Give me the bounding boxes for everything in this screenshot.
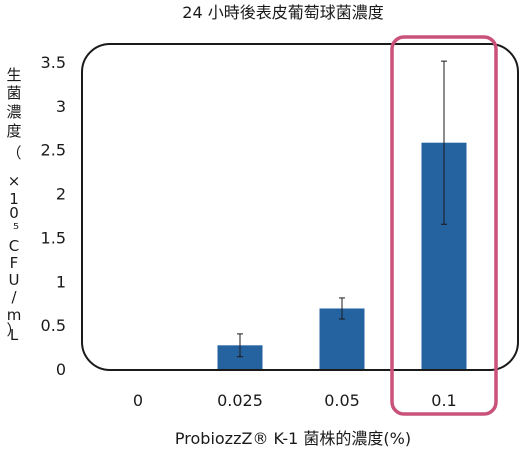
y-axis-label-char: 菌	[6, 84, 21, 102]
y-tick-label: 1.5	[41, 228, 66, 247]
y-axis-label-char: 1	[9, 190, 19, 208]
x-tick-label: 0	[133, 391, 143, 410]
bars	[217, 60, 467, 369]
y-axis-label-char: U	[9, 271, 20, 289]
y-tick-label: 1	[56, 272, 66, 291]
y-tick-label: 2	[56, 185, 66, 204]
x-axis-label: ProbiozzZ® K-1 菌株的濃度(%)	[175, 429, 411, 448]
y-axis-label-char: 0	[9, 204, 19, 222]
y-axis-label-char: 濃	[6, 103, 21, 121]
y-tick-label: 3	[56, 97, 66, 116]
x-tick-label: 0.1	[431, 391, 456, 410]
y-tick-label: 0.5	[41, 316, 66, 335]
y-axis-label-char: ⁵	[13, 220, 19, 238]
y-axis-label-char: 生	[6, 66, 21, 84]
y-axis-label-char: F	[10, 254, 19, 272]
y-axis-label-char: （	[6, 144, 21, 162]
y-axis-label-char: ×	[8, 172, 21, 190]
y-axis-label-char: C	[9, 237, 19, 255]
y-tick-label: 0	[56, 360, 66, 379]
plot-frame	[81, 43, 519, 371]
y-axis-ticks: 0 0.5 1 1.5 2 2.5 3 3.5	[41, 53, 66, 379]
y-axis-label-char: ）	[6, 321, 21, 339]
y-tick-label: 2.5	[41, 141, 66, 160]
x-tick-label: 0.05	[324, 391, 360, 410]
chart-title: 24 小時後表皮葡萄球菌濃度	[182, 3, 383, 22]
y-axis-label-char: m	[7, 306, 22, 324]
y-axis-label-char: L	[10, 326, 19, 344]
highlight-box	[390, 35, 498, 416]
y-axis-label-char: /	[11, 288, 17, 306]
y-tick-label: 3.5	[41, 53, 66, 72]
x-tick-label: 0.025	[217, 391, 263, 410]
x-axis-ticks: 0 0.025 0.05 0.1	[133, 391, 457, 410]
y-axis-label-char: 度	[6, 122, 21, 140]
